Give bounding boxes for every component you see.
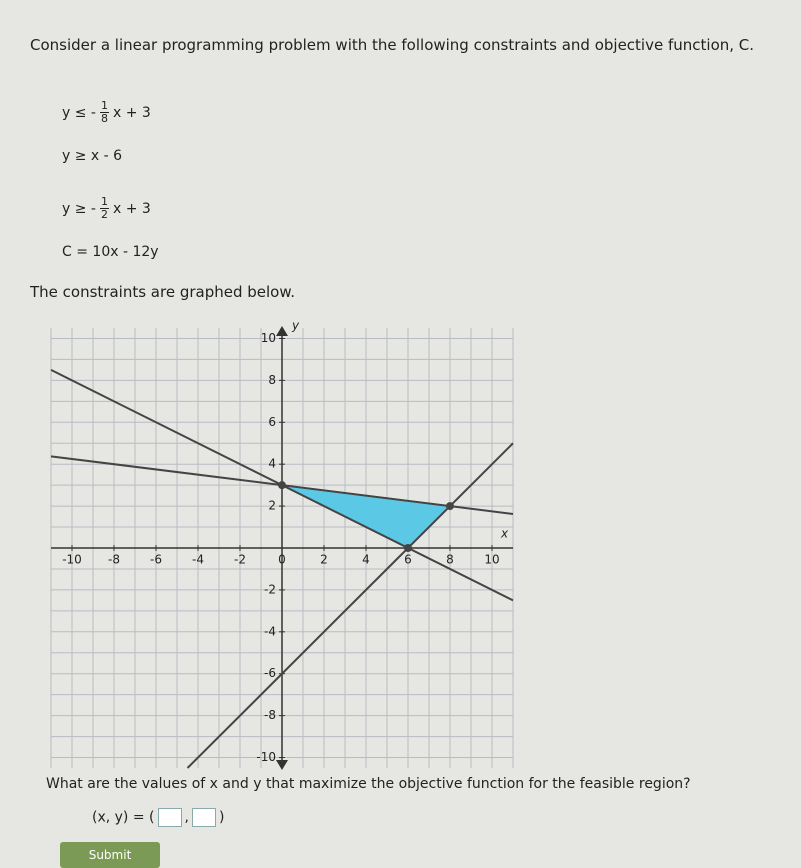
y-tick-label: -4 (264, 624, 276, 638)
y-tick-label: 8 (268, 373, 276, 387)
graph: x y -10 -8 -6 -4 -2 0 2 4 6 8 10 -10 -8 -6 -4 -2 2 4 6 8 10 (50, 319, 514, 770)
vertex-point (446, 502, 454, 511)
x-tick-label: 8 (446, 553, 454, 567)
x-tick-label: -4 (192, 553, 204, 567)
y-tick-label: 10 (261, 331, 276, 345)
constraint: y ≥ x - 6 (62, 148, 122, 164)
y-tick-label: -2 (264, 582, 276, 596)
graph-caption: The constraints are graphed below. (30, 283, 295, 301)
y-arrow (276, 326, 288, 336)
y-axis-label: y (291, 319, 300, 333)
y-tick-label: 4 (268, 457, 276, 471)
numerator: 1 (99, 99, 109, 113)
x-tick-label: 10 (484, 553, 499, 567)
constraint-lhs: y ≤ - (62, 104, 96, 121)
x-input[interactable] (157, 808, 182, 827)
x-tick-label: 6 (404, 553, 412, 567)
objective: C = 10x - 12y (62, 244, 159, 260)
x-tick-label: -8 (108, 553, 120, 567)
x-axis-label: x (500, 527, 509, 541)
submit-button[interactable]: Submit (60, 842, 160, 868)
y-input[interactable] (191, 808, 216, 827)
constraint-rhs: x + 3 (112, 200, 151, 217)
y-tick-label: -6 (264, 666, 276, 680)
denominator: 8 (100, 112, 108, 125)
constraint-rhs: x + 3 (112, 104, 151, 121)
answer-prefix: (x, y) = (92, 809, 145, 826)
x-tick-label: -10 (62, 553, 82, 567)
y-tick-label: 2 (268, 499, 276, 513)
numerator: 1 (99, 195, 109, 209)
x-tick-label: -6 (150, 553, 162, 567)
constraint-line (186, 442, 514, 769)
x-tick-label: 4 (362, 553, 370, 567)
y-tick-label: -10 (256, 750, 276, 764)
y-tick-label: -8 (264, 708, 276, 722)
vertex-point (278, 481, 286, 490)
intro: Consider a linear programming problem wi… (30, 36, 755, 54)
y-arrow-down (276, 760, 288, 770)
question: What are the values of x and y that maxi… (46, 776, 691, 792)
x-tick-label: 0 (278, 553, 286, 567)
x-tick-label: -2 (234, 553, 246, 567)
vertex-point (404, 544, 412, 552)
constraint-lhs: y ≥ - (62, 200, 96, 217)
answer-row: (x, y) = (,) (92, 808, 225, 827)
x-tick-label: 2 (320, 553, 328, 567)
y-tick-label: 6 (268, 415, 276, 429)
denominator: 2 (100, 208, 108, 221)
constraint-lhs: y ≥ x - 6 (62, 148, 123, 164)
